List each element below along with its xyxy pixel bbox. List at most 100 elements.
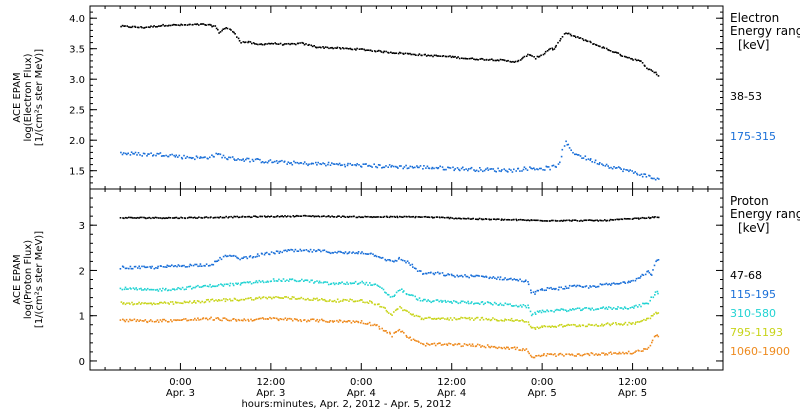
- data-point: [537, 289, 539, 292]
- data-point: [360, 48, 362, 50]
- data-point: [168, 303, 170, 305]
- data-point: [498, 320, 500, 322]
- data-point: [608, 167, 610, 169]
- data-point: [348, 251, 351, 253]
- data-point: [557, 163, 560, 165]
- data-point: [169, 265, 172, 268]
- data-point: [595, 323, 597, 326]
- data-point: [604, 354, 606, 356]
- data-point: [618, 323, 620, 325]
- data-point: [155, 267, 157, 269]
- data-point: [194, 286, 196, 289]
- data-point: [523, 166, 526, 168]
- data-point: [634, 351, 636, 353]
- data-point: [510, 277, 512, 280]
- data-point: [272, 216, 275, 218]
- data-point: [121, 288, 124, 291]
- data-point: [199, 157, 201, 159]
- data-point: [259, 43, 261, 46]
- data-point: [495, 170, 497, 173]
- data-point: [443, 274, 445, 277]
- data-point: [608, 306, 610, 308]
- data-point: [310, 44, 312, 47]
- data-point: [573, 308, 575, 311]
- data-point: [481, 345, 484, 347]
- data-point: [616, 167, 618, 169]
- data-point: [551, 325, 554, 327]
- series-38-53: [120, 23, 660, 77]
- data-point: [256, 158, 258, 160]
- data-point: [641, 62, 644, 64]
- data-point: [198, 319, 200, 321]
- data-point: [635, 277, 638, 280]
- data-point: [195, 319, 198, 321]
- data-point: [311, 251, 314, 253]
- data-point: [505, 60, 508, 62]
- data-point: [508, 348, 510, 350]
- data-point: [562, 308, 564, 311]
- data-point: [136, 154, 138, 156]
- data-point: [234, 159, 236, 161]
- data-point: [230, 299, 232, 302]
- data-point: [422, 318, 425, 321]
- data-point: [590, 219, 593, 222]
- data-point: [623, 55, 626, 58]
- data-point: [181, 217, 184, 219]
- data-point: [454, 55, 456, 58]
- data-point: [281, 215, 283, 217]
- data-point: [581, 309, 583, 311]
- y-axis-title-line: ACE EPAM: [12, 72, 23, 122]
- data-point: [481, 58, 484, 60]
- data-point: [306, 279, 309, 282]
- data-point: [457, 302, 460, 305]
- data-point: [192, 157, 194, 159]
- data-point: [493, 218, 496, 220]
- data-point: [405, 309, 407, 312]
- data-point: [120, 25, 122, 28]
- data-point: [534, 168, 536, 171]
- data-point: [410, 339, 413, 341]
- data-point: [436, 343, 439, 345]
- data-point: [334, 163, 336, 165]
- data-point: [545, 165, 548, 168]
- data-point: [399, 305, 401, 308]
- data-point: [196, 156, 199, 159]
- data-point: [174, 156, 177, 158]
- data-point: [635, 59, 638, 62]
- data-point: [274, 42, 276, 44]
- data-point: [605, 323, 608, 325]
- data-point: [628, 56, 630, 59]
- data-point: [517, 167, 520, 170]
- data-point: [479, 167, 481, 169]
- data-point: [404, 52, 407, 55]
- data-point: [254, 319, 256, 321]
- data-point: [640, 320, 642, 323]
- data-point: [399, 215, 401, 218]
- data-point: [234, 33, 236, 35]
- data-point: [432, 55, 434, 58]
- data-point: [429, 316, 431, 319]
- data-point: [591, 352, 594, 355]
- data-point: [196, 23, 199, 25]
- data-point: [555, 355, 557, 357]
- data-point: [374, 216, 377, 218]
- data-point: [529, 54, 532, 57]
- data-point: [127, 152, 129, 155]
- data-point: [202, 156, 205, 159]
- data-point: [465, 168, 467, 170]
- data-point: [600, 219, 602, 222]
- data-point: [238, 40, 241, 42]
- data-point: [375, 324, 377, 327]
- data-point: [445, 55, 448, 58]
- data-point: [569, 33, 572, 36]
- data-point: [258, 255, 260, 257]
- data-point: [359, 281, 362, 284]
- data-point: [312, 215, 314, 217]
- data-point: [525, 55, 528, 57]
- data-point: [139, 319, 142, 321]
- data-point: [568, 284, 571, 287]
- data-point: [146, 287, 149, 290]
- data-point: [251, 42, 253, 45]
- data-point: [632, 172, 635, 174]
- data-point: [162, 318, 164, 321]
